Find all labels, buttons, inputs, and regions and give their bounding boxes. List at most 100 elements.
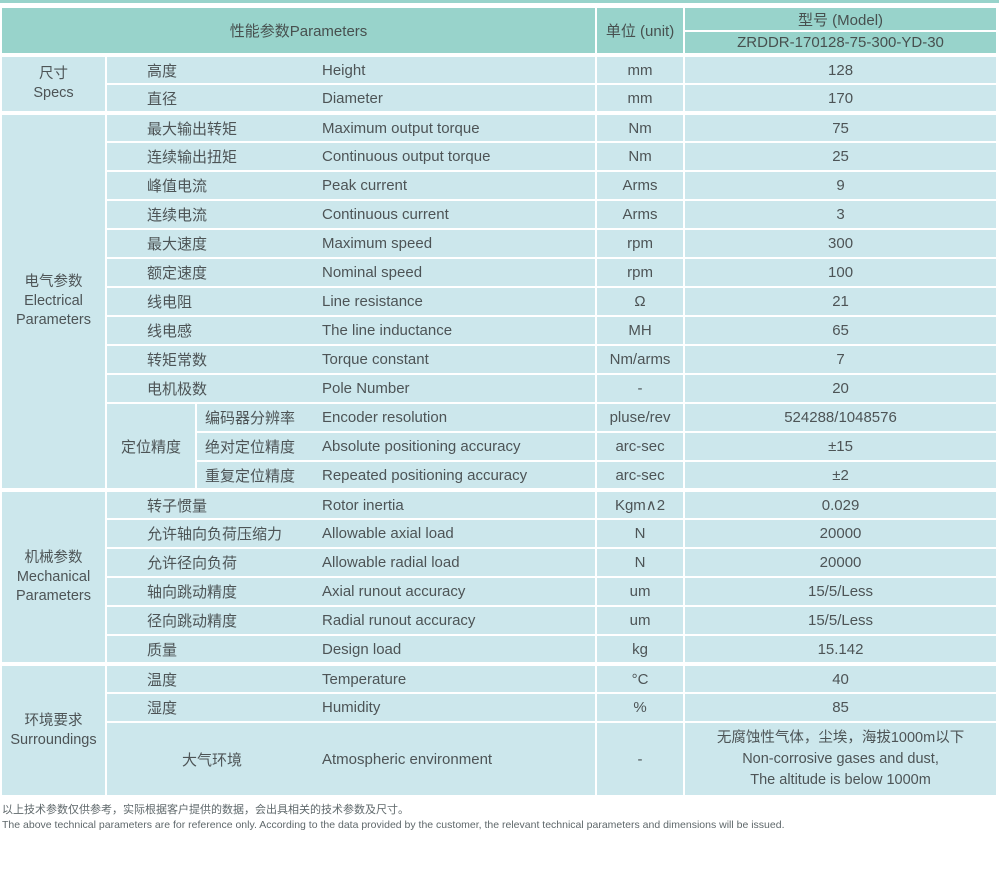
label-cell: 转矩常数 Torque constant (104, 344, 598, 375)
unit-cell: % (595, 692, 686, 723)
label-cell: 线电阻 Line resistance (104, 286, 598, 317)
param-label-en: Maximum speed (322, 235, 433, 252)
unit-cell: kg (595, 634, 686, 665)
header-model-label: 型号 (Model) (683, 6, 999, 32)
unit-cell: °C (595, 662, 686, 694)
label-cell: 连续输出扭矩 Continuous output torque (104, 141, 598, 172)
param-label-zh: 编码器分辨率 (205, 410, 296, 427)
table-row: 径向跳动精度 Radial runout accuracy um 15/5/Les… (1, 605, 999, 636)
param-label-en: Temperature (322, 670, 407, 688)
value-cell: ±15 (683, 431, 999, 462)
param-label-zh: 质量 (147, 641, 178, 659)
param-label-en: Allowable axial load (322, 525, 454, 542)
header-unit: 单位 (unit) (595, 6, 686, 56)
unit-cell: arc-sec (595, 431, 686, 462)
param-label-en: Humidity (322, 699, 381, 716)
table-row: 直径 Diameter mm 170 (1, 83, 999, 114)
value-cell: 无腐蚀性气体，尘埃，海拔1000m以下 Non-corrosive gases … (683, 721, 999, 797)
param-label-zh: 温度 (147, 671, 178, 689)
table-row: 转矩常数 Torque constant Nm/arms 7 (1, 344, 999, 375)
param-label-zh: 最大速度 (147, 236, 208, 253)
param-label-zh: 最大输出转矩 (147, 120, 238, 138)
param-label-zh: 电机极数 (147, 381, 208, 398)
value-cell: 15.142 (683, 634, 999, 665)
param-label-en: Diameter (322, 89, 383, 107)
group-cell-surroundings: 环境要求 Surroundings (0, 662, 107, 797)
param-label-en: Height (322, 61, 366, 79)
table-row: 环境要求 Surroundings 温度 Temperature °C 40 (0, 662, 999, 797)
unit-cell: Kgm∧2 (595, 488, 686, 520)
unit-cell: MH (595, 315, 686, 346)
param-label-zh: 线电阻 (147, 294, 193, 311)
param-label-en: Design load (322, 640, 402, 658)
value-cell: 65 (683, 315, 999, 346)
unit-cell: Ω (595, 286, 686, 317)
table-row: 定位精度 编码器分辨率 Encoder resolution pluse/rev … (1, 402, 999, 491)
value-cell: 170 (683, 83, 999, 114)
unit-cell: Arms (595, 199, 686, 230)
label-cell: 湿度 Humidity (104, 692, 598, 723)
table-row: 绝对定位精度 Absolute positioning accuracy arc-… (1, 431, 999, 462)
param-label-zh: 直径 (147, 90, 178, 108)
group-cell-electrical: 电气参数 Electrical Parameters (0, 111, 107, 491)
param-label-zh: 连续电流 (147, 207, 208, 224)
table-row: 电气参数 Electrical Parameters 最大输出转矩 Maximum… (0, 111, 999, 491)
value-cell: 20000 (683, 518, 999, 549)
table-row: 轴向跳动精度 Axial runout accuracy um 15/5/Less (1, 576, 999, 607)
param-label-en: Maximum output torque (322, 119, 480, 137)
group-label-en: Specs (33, 85, 74, 101)
param-label-zh: 转子惯量 (147, 497, 208, 515)
unit-cell: Nm/arms (595, 344, 686, 375)
group-label-zh: 电气参数 (24, 274, 83, 290)
group-cell-mechanical: 机械参数 Mechanical Parameters (0, 488, 107, 665)
unit-cell: rpm (595, 228, 686, 259)
table-row: 允许径向负荷 Allowable radial load N 20000 (1, 547, 999, 578)
label-cell: 峰值电流 Peak current (104, 170, 598, 201)
table-row: 机械参数 Mechanical Parameters 转子惯量 Rotor ine… (0, 488, 999, 665)
param-label-zh: 大气环境 (181, 751, 242, 769)
footnote-zh: 以上技术参数仅供参考，实际根据客户提供的数据，会出具相关的技术参数及尺寸。 (2, 804, 409, 816)
label-cell: 额定速度 Nominal speed (104, 257, 598, 288)
param-label-en: Line resistance (322, 293, 423, 310)
param-label-zh: 线电感 (147, 323, 193, 340)
value-line: Non-corrosive gases and dust, (742, 750, 939, 767)
label-cell: 允许径向负荷 Allowable radial load (104, 547, 598, 578)
param-label-zh: 绝对定位精度 (205, 439, 296, 456)
value-cell: 85 (683, 692, 999, 723)
top-border-strip (0, 0, 999, 3)
param-label-zh: 峰值电流 (147, 178, 208, 195)
table-row: 峰值电流 Peak current Arms 9 (1, 170, 999, 201)
value-line: 无腐蚀性气体，尘埃，海拔1000m以下 (716, 729, 965, 746)
table-row: 质量 Design load kg 15.142 (1, 634, 999, 665)
label-cell: 编码器分辨率 Encoder resolution (194, 402, 598, 433)
unit-cell: rpm (595, 257, 686, 288)
param-label-en: Peak current (322, 177, 408, 194)
value-cell: 524288/1048576 (683, 402, 999, 433)
value-cell: 9 (683, 170, 999, 201)
value-cell: 20 (683, 373, 999, 404)
value-cell: 15/5/Less (683, 576, 999, 607)
unit-cell: N (595, 547, 686, 578)
value-cell: 7 (683, 344, 999, 375)
label-cell: 质量 Design load (104, 634, 598, 665)
footnote-en: The above technical parameters are for r… (2, 819, 785, 831)
label-cell: 转子惯量 Rotor inertia (104, 488, 598, 520)
label-cell: 大气环境 Atmospheric environment (104, 721, 598, 797)
param-label-en: Allowable radial load (322, 554, 460, 571)
header-model-row: ZRDDR-170128-75-300-YD-30 (1, 30, 999, 56)
param-label-en: Atmospheric environment (322, 750, 493, 768)
footnote: 以上技术参数仅供参考，实际根据客户提供的数据，会出具相关的技术参数及尺寸。 Th… (0, 803, 999, 833)
param-label-zh: 重复定位精度 (205, 467, 296, 485)
subgroup-cell-positioning-accuracy: 定位精度 (105, 402, 197, 491)
param-label-en: Pole Number (322, 380, 410, 397)
unit-cell: N (595, 518, 686, 549)
param-label-zh: 允许径向负荷 (147, 555, 238, 572)
table-row: 尺寸 Specs 高度 Height mm 128 (0, 53, 999, 114)
group-label-en: Mechanical Parameters (16, 568, 91, 604)
value-cell: 100 (683, 257, 999, 288)
header-parameters: 性能参数Parameters (0, 6, 598, 56)
label-cell: 直径 Diameter (104, 83, 598, 114)
unit-cell: - (595, 373, 686, 404)
param-label-zh: 额定速度 (147, 265, 208, 282)
unit-cell: Nm (595, 111, 686, 143)
